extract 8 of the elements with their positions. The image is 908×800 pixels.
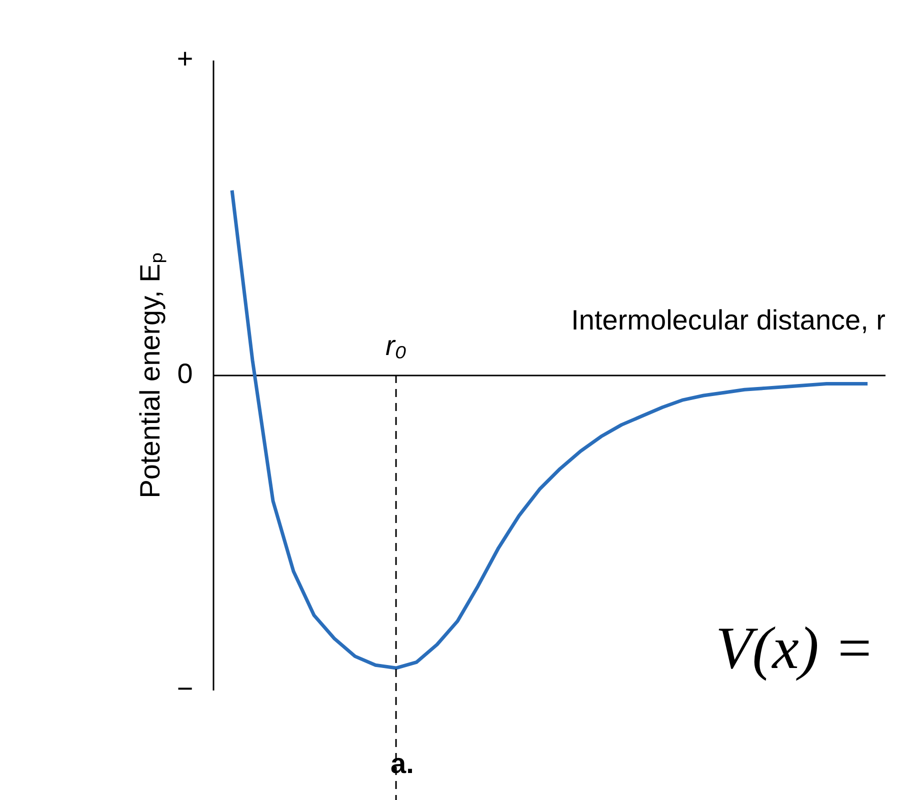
text: + — [176, 43, 194, 74]
text: 0 — [177, 358, 193, 389]
annotation: r₀ — [385, 330, 407, 361]
text: a. — [390, 748, 414, 779]
text: − — [176, 673, 194, 704]
x-axis-title: Intermolecular distance, r — [571, 304, 886, 336]
annotation: V(x) = — [716, 615, 874, 681]
y-axis-title: Potential energy, Eₚ — [134, 252, 166, 498]
